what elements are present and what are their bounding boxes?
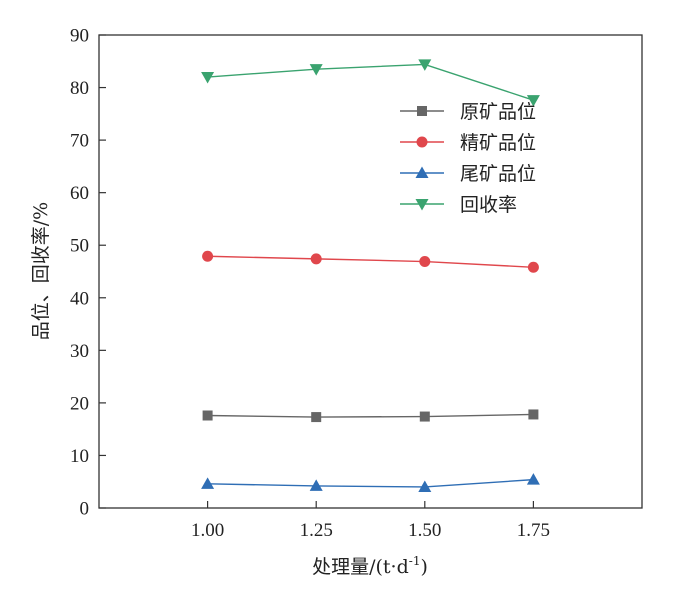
- data-point: [201, 477, 215, 489]
- legend-item: 精矿品位: [400, 132, 536, 154]
- legend-marker: [416, 136, 428, 148]
- data-point: [528, 409, 539, 420]
- legend-item: 回收率: [400, 194, 517, 216]
- data-point: [310, 253, 322, 265]
- series-layer: [201, 59, 540, 492]
- y-tick-label: 0: [80, 499, 90, 520]
- legend-item: 原矿品位: [400, 101, 536, 123]
- y-tick-label: 60: [70, 183, 89, 204]
- series-精矿品位: [202, 250, 539, 273]
- y-tick-label: 90: [70, 26, 89, 47]
- data-point: [526, 473, 540, 485]
- y-tick-label: 80: [70, 78, 89, 99]
- legend-label: 原矿品位: [460, 101, 536, 123]
- x-axis-title-main: 处理量/(t·d: [312, 556, 409, 578]
- y-axis-title: 品位、回收率/%: [30, 202, 52, 340]
- data-point: [202, 410, 213, 421]
- series-回收率: [201, 59, 540, 107]
- y-tick-label: 20: [70, 393, 89, 414]
- data-point: [201, 72, 215, 84]
- data-point: [526, 95, 540, 107]
- data-point: [418, 480, 432, 492]
- series-line: [207, 413, 534, 418]
- legend-marker: [415, 199, 429, 211]
- x-tick-label: 1.50: [408, 520, 441, 541]
- data-point: [309, 64, 323, 76]
- data-point: [202, 250, 214, 262]
- data-point: [527, 261, 539, 273]
- x-axis-title: 处理量/(t·d-1): [312, 554, 428, 578]
- x-axis-title-sup: -1: [409, 554, 421, 568]
- data-point: [419, 411, 430, 422]
- x-tick-label: 1.25: [300, 520, 333, 541]
- legend-marker: [417, 106, 427, 116]
- x-tick-label: 1.00: [191, 520, 224, 541]
- series-line: [207, 63, 534, 101]
- y-tick-label: 10: [70, 446, 89, 467]
- x-axis: 1.00 1.25 1.50 1.75: [191, 501, 550, 541]
- legend-label: 尾矿品位: [460, 163, 536, 185]
- y-tick-label: 30: [70, 341, 89, 362]
- series-line: [207, 255, 534, 268]
- x-axis-title-close: ): [420, 556, 427, 578]
- y-tick-label: 70: [70, 131, 89, 152]
- legend-label: 回收率: [460, 194, 517, 216]
- series-原矿品位: [202, 409, 539, 423]
- legend-label: 精矿品位: [460, 132, 536, 154]
- data-point: [418, 59, 432, 71]
- series-尾矿品位: [201, 473, 540, 492]
- plot-area-frame: [98, 34, 643, 509]
- y-tick-label: 40: [70, 288, 89, 309]
- x-tick-label: 1.75: [517, 520, 550, 541]
- legend-marker: [415, 166, 429, 178]
- data-point: [311, 412, 322, 423]
- legend-item: 尾矿品位: [400, 163, 536, 185]
- data-point: [309, 479, 323, 491]
- y-axis: 0 10 20 30 40 50 60 70 80 90: [70, 26, 106, 520]
- data-point: [419, 256, 431, 268]
- y-tick-label: 50: [70, 236, 89, 257]
- series-line: [207, 478, 534, 488]
